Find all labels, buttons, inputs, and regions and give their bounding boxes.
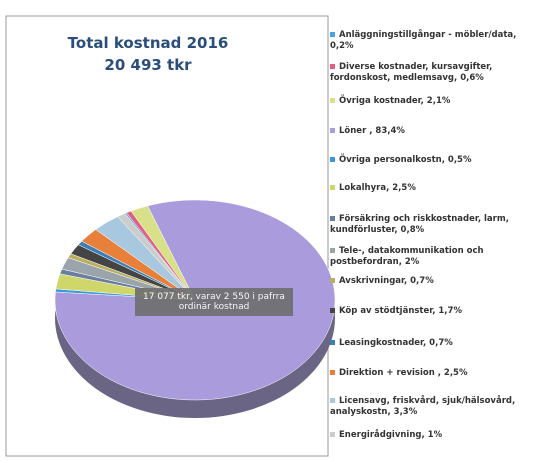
legend-label: Avskrivningar, 0,7%	[339, 276, 434, 286]
legend-entry: Licensavg, friskvård, sjuk/hälsovård, an…	[330, 396, 540, 418]
legend-entry: Energirådgivning, 1%	[330, 430, 540, 441]
legend-swatch	[330, 370, 335, 375]
legend-entry: Övriga personalkostn, 0,5%	[330, 155, 540, 166]
legend-entry: Försäkring och riskkostnader, larm, kund…	[330, 214, 540, 236]
legend-entry: Köp av stödtjänster, 1,7%	[330, 306, 540, 317]
legend-label: Köp av stödtjänster, 1,7%	[339, 306, 462, 316]
legend-entry: Övriga kostnader, 2,1%	[330, 96, 540, 107]
chart-subtitle: 20 493 tkr	[104, 56, 192, 74]
legend-swatch	[330, 64, 335, 69]
legend-swatch	[330, 98, 335, 103]
legend-entry: Leasingkostnader, 0,7%	[330, 338, 540, 349]
legend-swatch	[330, 32, 335, 37]
chart-title: Total kostnad 2016	[68, 34, 229, 52]
legend-label: Övriga personalkostn, 0,5%	[339, 155, 472, 165]
legend-label: Tele-, datakommunikation och postbefordr…	[330, 246, 484, 267]
legend-label: Leasingkostnader, 0,7%	[339, 338, 453, 348]
legend-swatch	[330, 340, 335, 345]
chart-frame	[5, 15, 329, 457]
legend-swatch	[330, 216, 335, 221]
legend-swatch	[330, 398, 335, 403]
legend-entry: Lokalhyra, 2,5%	[330, 183, 540, 194]
legend-label: Anläggningstillgångar - möbler/data, 0,2…	[330, 30, 517, 51]
legend-swatch	[330, 185, 335, 190]
legend-entry: Tele-, datakommunikation och postbefordr…	[330, 246, 540, 268]
legend-swatch	[330, 308, 335, 313]
legend-swatch	[330, 128, 335, 133]
legend-entry: Direktion + revision , 2,5%	[330, 368, 540, 379]
annotation: 17 077 tkr, varav 2 550 i pafrra ordinär…	[135, 288, 293, 316]
legend-swatch	[330, 248, 335, 253]
legend-label: Lokalhyra, 2,5%	[339, 183, 416, 193]
legend-label: Löner , 83,4%	[339, 126, 405, 136]
legend-label: Diverse kostnader, kursavgifter, fordons…	[330, 62, 493, 83]
legend-swatch	[330, 157, 335, 162]
legend-swatch	[330, 278, 335, 283]
legend-label: Försäkring och riskkostnader, larm, kund…	[330, 214, 509, 235]
legend-label: Licensavg, friskvård, sjuk/hälsovård, an…	[330, 396, 516, 417]
pie-slice	[117, 213, 196, 301]
legend-label: Energirådgivning, 1%	[339, 430, 443, 440]
legend-label: Direktion + revision , 2,5%	[339, 368, 468, 378]
legend-entry: Anläggningstillgångar - möbler/data, 0,2…	[330, 30, 540, 52]
legend-entry: Diverse kostnader, kursavgifter, fordons…	[330, 62, 540, 84]
legend-entry: Avskrivningar, 0,7%	[330, 276, 540, 287]
legend-entry: Löner , 83,4%	[330, 126, 540, 137]
legend-swatch	[330, 432, 335, 437]
legend-label: Övriga kostnader, 2,1%	[339, 96, 451, 106]
